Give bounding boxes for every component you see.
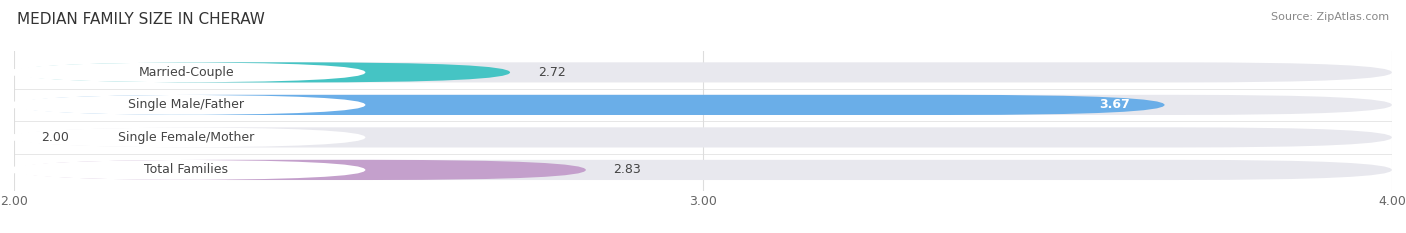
Text: MEDIAN FAMILY SIZE IN CHERAW: MEDIAN FAMILY SIZE IN CHERAW <box>17 12 264 27</box>
FancyBboxPatch shape <box>14 62 1392 82</box>
Text: 3.67: 3.67 <box>1099 98 1130 111</box>
Text: Total Families: Total Families <box>145 163 228 176</box>
Text: Single Male/Father: Single Male/Father <box>128 98 245 111</box>
FancyBboxPatch shape <box>14 95 1164 115</box>
FancyBboxPatch shape <box>7 160 366 180</box>
Text: 2.72: 2.72 <box>537 66 565 79</box>
FancyBboxPatch shape <box>14 160 586 180</box>
FancyBboxPatch shape <box>7 95 366 115</box>
FancyBboxPatch shape <box>14 95 1392 115</box>
Text: Single Female/Mother: Single Female/Mother <box>118 131 254 144</box>
FancyBboxPatch shape <box>14 62 510 82</box>
FancyBboxPatch shape <box>14 127 1392 147</box>
FancyBboxPatch shape <box>7 127 366 147</box>
FancyBboxPatch shape <box>7 62 366 82</box>
Text: Source: ZipAtlas.com: Source: ZipAtlas.com <box>1271 12 1389 22</box>
Text: 2.00: 2.00 <box>42 131 69 144</box>
FancyBboxPatch shape <box>14 160 1392 180</box>
Text: 2.83: 2.83 <box>613 163 641 176</box>
Text: Married-Couple: Married-Couple <box>138 66 235 79</box>
